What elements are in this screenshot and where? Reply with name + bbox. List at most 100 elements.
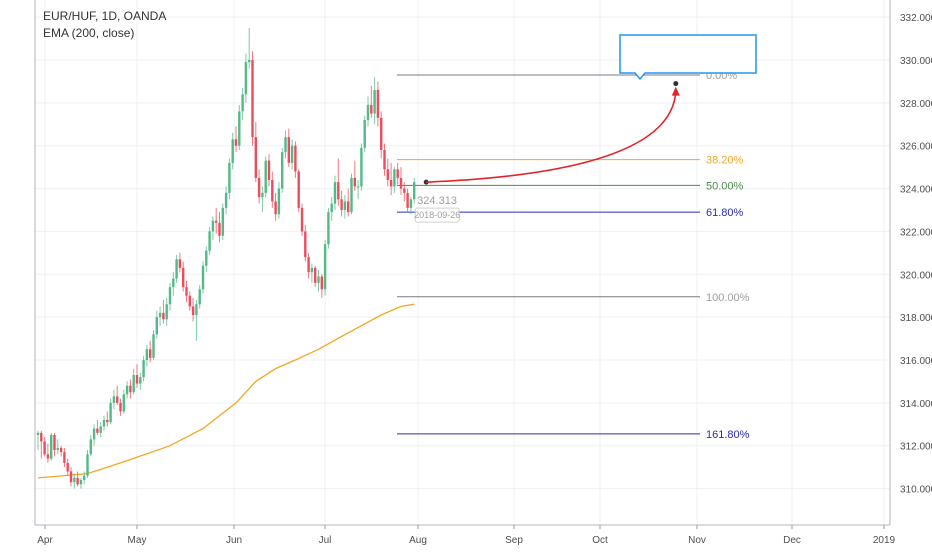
projection-end-dot[interactable]	[673, 81, 679, 87]
candle-body[interactable]	[347, 201, 350, 213]
candle-body[interactable]	[360, 147, 363, 187]
candle-body[interactable]	[389, 180, 393, 187]
candle-body[interactable]	[287, 137, 290, 163]
candle-body[interactable]	[290, 145, 294, 163]
candle-body[interactable]	[376, 90, 380, 118]
candle-body[interactable]	[350, 177, 353, 213]
candle-body[interactable]	[69, 471, 73, 483]
ema-indicator-label[interactable]: EMA (200, close)	[43, 26, 135, 40]
candle-body[interactable]	[215, 220, 218, 223]
candle-body[interactable]	[211, 220, 215, 232]
candle-body[interactable]	[198, 289, 201, 305]
candle-body[interactable]	[284, 137, 287, 153]
candle-body[interactable]	[323, 244, 327, 290]
candle-body[interactable]	[145, 349, 149, 360]
candle-body[interactable]	[353, 177, 356, 187]
candle-body[interactable]	[201, 265, 205, 290]
candle-body[interactable]	[333, 182, 337, 204]
candle-body[interactable]	[271, 180, 274, 202]
candle-body[interactable]	[66, 462, 69, 472]
candle-body[interactable]	[182, 267, 185, 288]
candle-body[interactable]	[92, 428, 96, 440]
candle-body[interactable]	[175, 259, 178, 279]
candle-body[interactable]	[83, 475, 86, 480]
candle-body[interactable]	[373, 90, 376, 114]
candle-body[interactable]	[191, 306, 195, 315]
candle-body[interactable]	[224, 192, 228, 208]
candle-body[interactable]	[399, 177, 403, 189]
candle-body[interactable]	[264, 160, 267, 193]
candle-body[interactable]	[281, 152, 284, 189]
candle-body[interactable]	[241, 94, 244, 112]
candle-body[interactable]	[330, 203, 333, 213]
candle-body[interactable]	[96, 428, 99, 433]
candle-body[interactable]	[59, 447, 63, 453]
candle-body[interactable]	[413, 182, 416, 200]
candle-body[interactable]	[149, 349, 152, 358]
candle-body[interactable]	[337, 182, 340, 200]
candle-body[interactable]	[297, 171, 300, 208]
candle-body[interactable]	[109, 402, 112, 423]
candle-body[interactable]	[152, 334, 155, 358]
callout-box[interactable]	[619, 34, 757, 81]
candle-body[interactable]	[254, 137, 257, 178]
candle-body[interactable]	[132, 375, 135, 393]
candle-body[interactable]	[248, 60, 251, 63]
candle-body[interactable]	[36, 432, 40, 435]
candle-body[interactable]	[231, 139, 234, 163]
candle-body[interactable]	[195, 304, 198, 315]
candle-body[interactable]	[50, 435, 53, 459]
candle-body[interactable]	[86, 454, 89, 476]
candle-body[interactable]	[317, 276, 320, 283]
candle-body[interactable]	[125, 385, 129, 395]
candle-body[interactable]	[112, 396, 116, 403]
candle-body[interactable]	[158, 312, 162, 318]
ema-200-line[interactable]	[37, 303, 415, 479]
candle-body[interactable]	[251, 60, 254, 138]
candle-body[interactable]	[99, 426, 102, 433]
candle-body[interactable]	[102, 420, 106, 427]
candle-body[interactable]	[300, 207, 304, 232]
candle-body[interactable]	[165, 304, 168, 320]
candle-body[interactable]	[267, 160, 271, 180]
candle-body[interactable]	[46, 454, 50, 459]
candle-body[interactable]	[106, 420, 109, 423]
candle-body[interactable]	[257, 177, 261, 198]
symbol-title[interactable]: EUR/HUF, 1D, OANDA	[43, 9, 167, 23]
candle-body[interactable]	[380, 117, 383, 150]
candle-body[interactable]	[122, 394, 125, 412]
candle-body[interactable]	[205, 250, 208, 266]
candle-body[interactable]	[119, 402, 122, 412]
candle-body[interactable]	[304, 231, 307, 258]
candle-body[interactable]	[403, 188, 406, 193]
candle-body[interactable]	[221, 207, 224, 236]
candle-body[interactable]	[238, 111, 241, 146]
candle-body[interactable]	[40, 432, 43, 442]
candle-body[interactable]	[406, 192, 409, 208]
candle-body[interactable]	[185, 287, 188, 296]
candle-body[interactable]	[363, 120, 366, 148]
candle-body[interactable]	[396, 169, 399, 178]
candle-body[interactable]	[155, 317, 158, 335]
candle-body[interactable]	[178, 259, 182, 268]
candle-body[interactable]	[261, 192, 264, 198]
candle-body[interactable]	[116, 396, 119, 403]
candle-body[interactable]	[393, 169, 396, 187]
candle-body[interactable]	[244, 62, 248, 95]
candle-body[interactable]	[327, 212, 330, 245]
candle-body[interactable]	[168, 287, 172, 305]
candle-body[interactable]	[135, 375, 139, 384]
candle-body[interactable]	[274, 201, 277, 215]
candle-body[interactable]	[63, 452, 66, 463]
candle-body[interactable]	[340, 199, 343, 210]
projection-arrow[interactable]	[426, 91, 677, 183]
candle-body[interactable]	[188, 295, 191, 307]
candle-body[interactable]	[172, 278, 175, 288]
candle-body[interactable]	[218, 222, 221, 236]
candle-body[interactable]	[79, 480, 83, 485]
candle-body[interactable]	[142, 360, 145, 378]
candle-body[interactable]	[314, 267, 317, 283]
candle-body[interactable]	[366, 105, 370, 120]
candle-body[interactable]	[343, 201, 347, 210]
